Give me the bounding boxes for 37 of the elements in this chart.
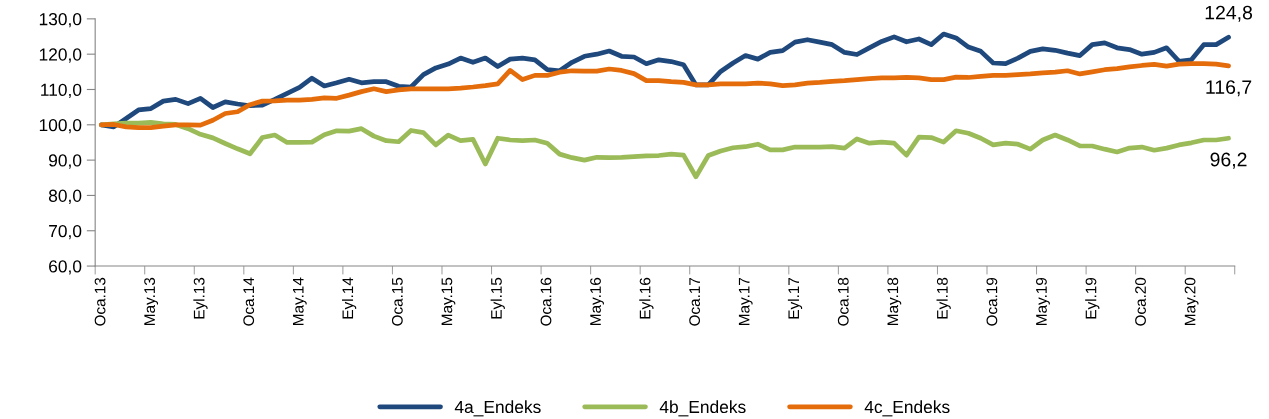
x-tick-label: Oca.18 [837, 277, 849, 326]
x-tick-label: Oca.15 [391, 277, 403, 326]
y-tick-label: 130,0 [39, 13, 82, 28]
x-tick-label: May.20 [1184, 277, 1199, 325]
x-tick-label: Oca.19 [986, 277, 998, 326]
x-tick-label: Oca.20 [1135, 277, 1146, 326]
x-tick-label: May.15 [441, 277, 456, 325]
x-tick-label: May.13 [144, 277, 159, 325]
x-tick-label: Oca.14 [243, 277, 255, 326]
annotation: 96,2 [1210, 152, 1247, 169]
y-tick-label: 100,0 [39, 118, 82, 134]
x-tick-label: Eyl.17 [787, 277, 803, 319]
x-tick-label: May.19 [1036, 277, 1050, 325]
legend-label: 4b_Endeks [659, 400, 746, 417]
x-tick-label: Oca.17 [689, 277, 701, 326]
legend-label: 4c_Endeks [864, 400, 950, 417]
y-tick-label: 90,0 [49, 154, 82, 169]
x-tick-label: Eyl.19 [1085, 277, 1100, 319]
x-tick-label: May.18 [887, 277, 902, 325]
y-tick-label: 120,0 [39, 48, 82, 63]
x-tick-label: Eyl.13 [193, 277, 208, 319]
x-tick-label: Eyl.16 [639, 277, 654, 319]
annotation: 124,8 [1205, 5, 1253, 22]
annotation: 116,7 [1206, 80, 1252, 97]
y-tick-label: 60,0 [49, 260, 82, 275]
x-tick-label: May.14 [292, 277, 307, 325]
legend-label: 4a_Endeks [454, 400, 541, 417]
x-tick-label: Eyl.15 [490, 277, 505, 319]
y-tick-label: 80,0 [48, 189, 82, 204]
x-tick-label: Eyl.14 [341, 277, 357, 319]
x-tick-label: Eyl.18 [936, 277, 951, 319]
x-tick-label: May.17 [738, 277, 753, 325]
x-tick-label: Oca.16 [540, 277, 552, 326]
y-tick-label: 70,0 [49, 224, 82, 240]
y-tick-label: 110,0 [41, 83, 82, 98]
x-tick-label: May.16 [590, 277, 604, 325]
x-tick-label: Oca.13 [94, 277, 106, 326]
